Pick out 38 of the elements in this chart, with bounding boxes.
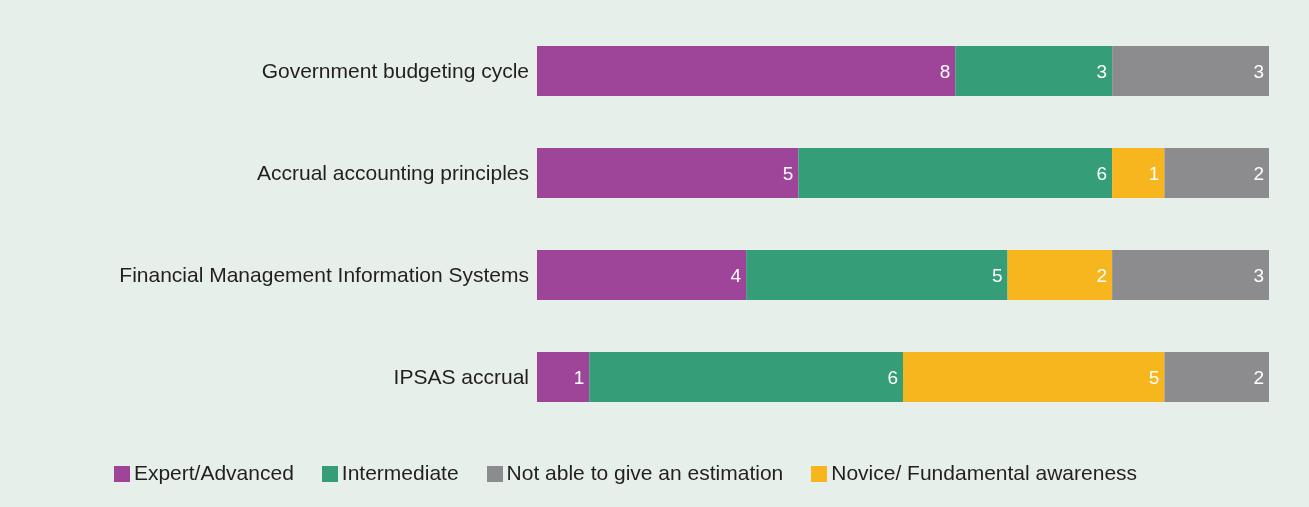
bar xyxy=(1112,148,1165,198)
data-label: 5 xyxy=(782,162,794,184)
bar xyxy=(537,250,747,300)
legend-label: Novice/ Fundamental awareness xyxy=(831,461,1138,484)
bar xyxy=(1164,148,1269,198)
data-label: 4 xyxy=(730,264,742,286)
data-label: 6 xyxy=(887,366,898,388)
bar xyxy=(903,352,1165,402)
bar xyxy=(537,46,956,96)
bar xyxy=(955,46,1113,96)
y-tick-label: Government budgeting cycle xyxy=(261,59,529,83)
legend-label: Intermediate xyxy=(341,461,459,484)
y-tick-label: Accrual accounting principles xyxy=(257,161,529,185)
data-label: 3 xyxy=(1253,264,1264,286)
bar xyxy=(589,352,903,402)
y-tick-label: Financial Management Information Systems xyxy=(119,263,529,287)
bar xyxy=(537,352,590,402)
data-label: 5 xyxy=(1148,366,1160,388)
bar xyxy=(1112,46,1269,96)
bar xyxy=(798,148,1113,198)
legend-label: Expert/Advanced xyxy=(133,461,294,484)
legend-label: Not able to give an estimation xyxy=(506,461,784,484)
y-tick-label: IPSAS accrual xyxy=(393,365,529,389)
data-label: 3 xyxy=(1253,60,1264,82)
bar xyxy=(537,148,799,198)
bar xyxy=(746,250,1008,300)
data-label: 2 xyxy=(1253,162,1264,184)
data-label: 6 xyxy=(1096,162,1108,184)
data-label: 2 xyxy=(1253,366,1264,388)
data-label: 5 xyxy=(991,264,1003,286)
bar xyxy=(1112,250,1269,300)
data-label: 2 xyxy=(1096,264,1108,286)
bar xyxy=(1007,250,1113,300)
data-label: 1 xyxy=(573,366,585,388)
data-label: 8 xyxy=(939,60,951,82)
bar xyxy=(1164,352,1269,402)
data-label: 3 xyxy=(1096,60,1108,82)
data-label: 1 xyxy=(1148,162,1160,184)
